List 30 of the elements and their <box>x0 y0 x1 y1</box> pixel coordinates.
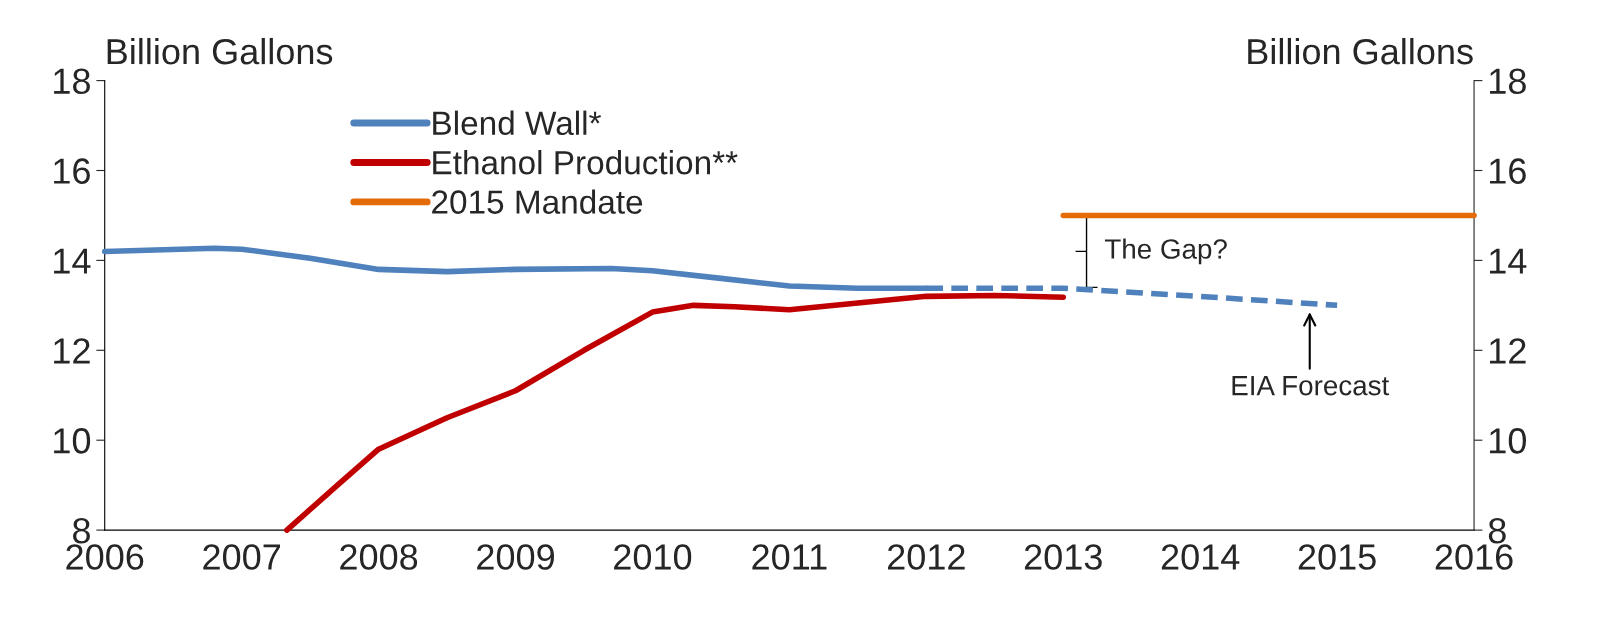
y2-tick-label: 18 <box>1490 68 1526 95</box>
y2-axis-title: Billion Gallons <box>1248 37 1473 65</box>
y2-tick-label: 12 <box>1490 338 1526 364</box>
y-tick-label: 18 <box>54 68 90 95</box>
y-axis-title: Billion Gallons <box>107 37 333 65</box>
y2-tick-label: 8 <box>1488 517 1506 544</box>
annotation: The Gap? <box>1104 238 1227 265</box>
x-tick-label: 2016 <box>1435 544 1513 570</box>
x-tick-label: 2012 <box>887 544 965 570</box>
y-tick-label: 16 <box>54 158 90 184</box>
x-tick-label: 2011 <box>752 544 827 570</box>
x-tick-label: 2013 <box>1024 544 1102 570</box>
x-tick-label: 2006 <box>66 544 144 570</box>
y-tick-label: 12 <box>54 338 90 364</box>
x-tick-label: 2015 <box>1298 544 1376 570</box>
y2-tick-label: 14 <box>1490 248 1527 274</box>
y2-tick-label: 16 <box>1490 158 1526 184</box>
y2-tick-label: 10 <box>1490 428 1527 454</box>
x-tick-label: 2010 <box>614 544 692 570</box>
y-tick-label: 8 <box>73 517 90 544</box>
x-tick-label: 2009 <box>477 544 554 570</box>
legend-label: Ethanol Production** <box>433 150 738 175</box>
x-tick-label: 2007 <box>203 544 281 570</box>
y-tick-label: 10 <box>54 428 91 454</box>
y-tick-label: 14 <box>54 248 91 274</box>
legend-label: 2015 Mandate <box>432 189 643 214</box>
legend-label: Blend Wall* <box>433 110 602 136</box>
annotation: EIA Forecast <box>1232 376 1390 396</box>
x-tick-label: 2008 <box>340 544 418 570</box>
x-tick-label: 2014 <box>1161 544 1240 570</box>
